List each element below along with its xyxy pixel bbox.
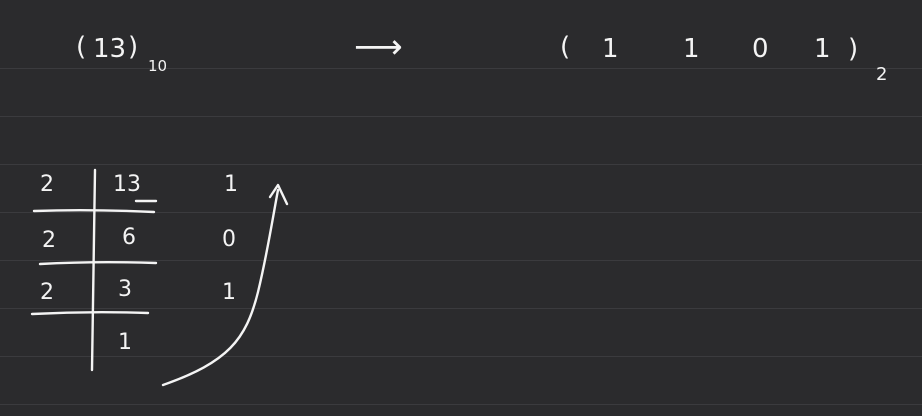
divisor: 2	[42, 228, 56, 253]
binary-digit: 1	[602, 34, 619, 64]
remainder: 1	[222, 280, 236, 305]
dividend: 13	[113, 172, 141, 197]
final-quotient: 1	[118, 330, 132, 355]
read-order-arrowhead	[268, 183, 289, 206]
decimal-base-subscript: 10	[148, 57, 168, 75]
rhs-open-paren: (	[560, 32, 571, 62]
remainder: 1	[224, 172, 238, 197]
table-vertical-line	[90, 168, 97, 372]
binary-digit: 0	[752, 34, 769, 64]
table-rule-line	[38, 261, 158, 266]
dividend: 3	[118, 277, 132, 302]
conversion-arrow: ⟶	[354, 27, 403, 67]
dividend: 6	[122, 225, 136, 250]
remainder: 0	[222, 227, 236, 252]
rhs-close-paren: )	[848, 34, 859, 64]
decimal-number: 13	[93, 34, 127, 64]
binary-digit: 1	[814, 34, 831, 64]
lhs-open-paren: (	[76, 32, 87, 62]
binary-base-subscript: 2	[876, 64, 888, 85]
table-rule-line	[32, 209, 156, 214]
lhs-close-paren: )	[128, 32, 139, 62]
binary-digit: 1	[683, 34, 700, 64]
divisor: 2	[40, 280, 54, 305]
read-order-arrow-shaft	[161, 188, 280, 387]
table-rule-line	[30, 311, 150, 316]
divisor: 2	[40, 172, 54, 197]
